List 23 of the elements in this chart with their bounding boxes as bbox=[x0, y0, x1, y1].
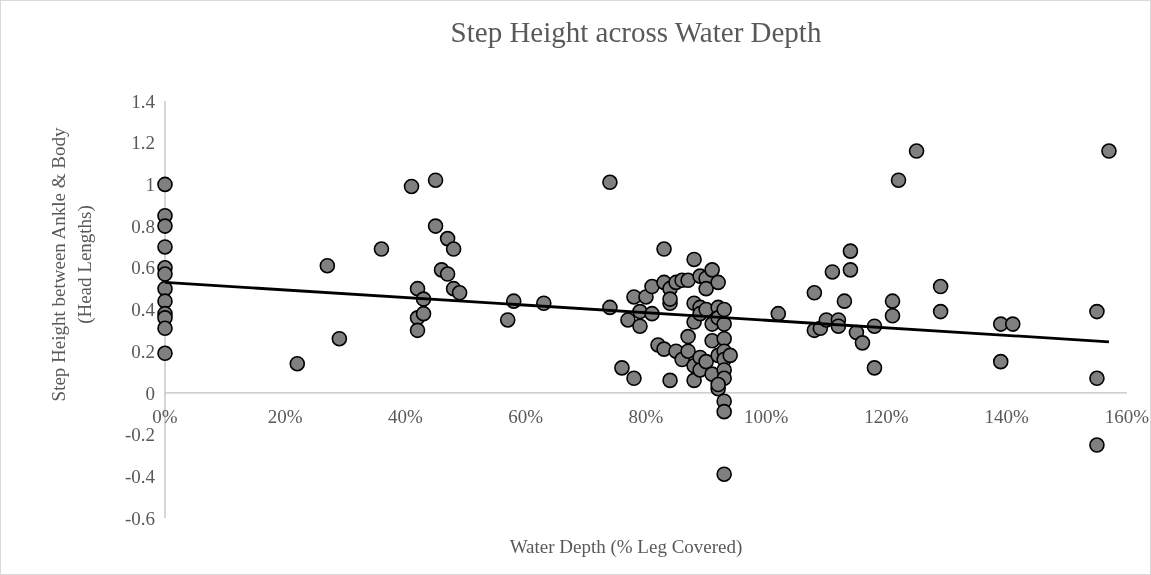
x-tick-label: 40% bbox=[388, 405, 424, 427]
y-tick-label: 1.2 bbox=[131, 132, 155, 154]
x-tick-label: 100% bbox=[744, 405, 789, 427]
y-tick-label: 1.4 bbox=[131, 90, 156, 112]
y-tick-label: 0.8 bbox=[131, 215, 155, 237]
x-tick-label: 20% bbox=[267, 405, 303, 427]
y-tick-label: 0.4 bbox=[131, 299, 156, 321]
y-tick-label: 0 bbox=[145, 382, 155, 404]
y-axis-title: Step Height between Ankle & Body (Head Lengths) bbox=[48, 127, 96, 402]
x-tick-label: 140% bbox=[984, 405, 1030, 427]
x-tick-label: 80% bbox=[628, 405, 664, 427]
x-tick-label: 120% bbox=[864, 405, 909, 427]
y-tick-label: 1 bbox=[145, 174, 155, 196]
y-tick-label: -0.2 bbox=[124, 424, 155, 446]
y-tick-label: 0.6 bbox=[131, 257, 155, 279]
y-tick-label: -0.6 bbox=[124, 507, 155, 529]
chart-title: Step Height across Water Depth bbox=[450, 16, 822, 48]
y-tick-label: 0.2 bbox=[131, 340, 155, 362]
x-tick-label: 60% bbox=[508, 405, 544, 427]
x-tick-label: 0% bbox=[152, 405, 178, 427]
y-tick-label: -0.4 bbox=[124, 465, 156, 487]
x-tick-label: 160% bbox=[1104, 405, 1150, 427]
x-axis-title: Water Depth (% Leg Covered) bbox=[509, 536, 743, 558]
